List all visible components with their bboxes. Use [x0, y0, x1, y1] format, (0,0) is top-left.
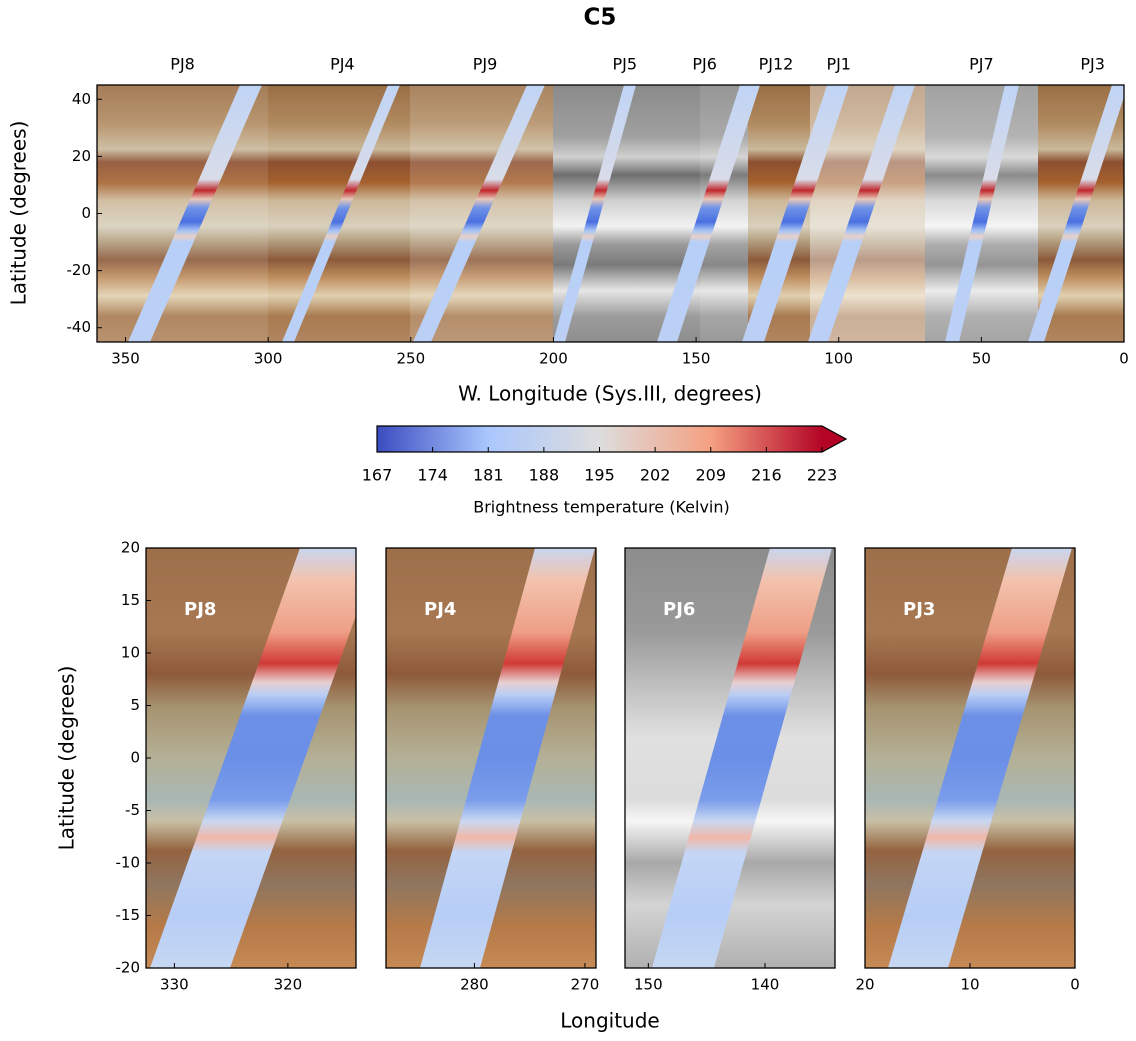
perijove-label: PJ6	[692, 55, 717, 74]
x-tick-label: 0	[1070, 976, 1080, 994]
panel-image	[146, 548, 356, 968]
frame	[385, 547, 597, 969]
x-tick-label: 270	[571, 976, 600, 994]
x-tick-label: 250	[396, 350, 425, 368]
temperature-strip	[652, 548, 832, 968]
colorbar-tick-label: 209	[695, 466, 726, 485]
y-tick-label: 15	[121, 591, 140, 609]
x-tick-label: 280	[460, 976, 489, 994]
x-tick-label: 200	[539, 350, 568, 368]
x-tick-label: 20	[855, 976, 874, 994]
temperature-strip	[888, 548, 1072, 968]
x-tick-label: 0	[1119, 350, 1129, 368]
x-tick-label: 10	[960, 976, 979, 994]
colorbar-tick-label: 167	[362, 466, 393, 485]
x-tick-label: 150	[682, 350, 711, 368]
panel-label: PJ8	[184, 599, 216, 620]
temperature-strip	[1028, 85, 1124, 342]
y-tick-label: 40	[72, 90, 91, 108]
colorbar-tick-label: 223	[807, 466, 838, 485]
colorbar-tick-label: 216	[751, 466, 782, 485]
colorbar-tick-label: 181	[473, 466, 504, 485]
x-tick-label: 140	[751, 976, 780, 994]
y-tick-label: -10	[116, 854, 141, 872]
x-tick-label: 350	[111, 350, 140, 368]
colorbar-extension	[822, 426, 846, 452]
temperature-strip	[128, 85, 262, 342]
perijove-label: PJ1	[826, 55, 851, 74]
y-axis-label: Latitude (degrees)	[7, 121, 31, 306]
y-tick-label: 0	[130, 749, 140, 767]
temperature-strip	[150, 548, 356, 968]
y-axis-label: Latitude (degrees)	[55, 666, 79, 851]
colorbar-tick-label: 195	[584, 466, 615, 485]
temperature-strip	[420, 548, 595, 968]
temperature-strip	[413, 85, 545, 342]
y-tick-label: 20	[72, 147, 91, 165]
panel-image	[97, 85, 1124, 342]
colorbar-label: Brightness temperature (Kelvin)	[473, 498, 730, 517]
temperature-strip	[808, 85, 915, 342]
temperature-strip	[282, 85, 400, 342]
y-tick-label: 0	[81, 204, 91, 222]
panel-label: PJ4	[424, 599, 456, 620]
x-tick-label: 320	[274, 976, 303, 994]
colorbar-tick-label: 188	[529, 466, 560, 485]
y-tick-label: 20	[121, 539, 140, 557]
perijove-label: PJ12	[759, 55, 794, 74]
y-tick-label: 10	[121, 644, 140, 662]
x-tick-label: 330	[160, 976, 189, 994]
temperature-strip	[553, 85, 636, 342]
colorbar-tick-label: 202	[640, 466, 671, 485]
colorbar-tick-label: 174	[417, 466, 448, 485]
perijove-label: PJ9	[473, 55, 498, 74]
x-tick-label: 300	[254, 350, 283, 368]
perijove-label: PJ4	[330, 55, 355, 74]
perijove-label: PJ3	[1080, 55, 1105, 74]
y-tick-label: -40	[67, 318, 92, 336]
panel-image	[386, 548, 596, 968]
temperature-strip	[657, 85, 760, 342]
temperature-strip	[945, 85, 1019, 342]
x-tick-label: 150	[634, 976, 663, 994]
y-tick-label: -15	[116, 906, 141, 924]
panel-image	[625, 548, 835, 968]
y-tick-label: 5	[130, 696, 140, 714]
y-tick-label: -20	[116, 959, 141, 977]
temperature-strip	[742, 85, 849, 342]
frame	[624, 547, 836, 969]
y-tick-label: -5	[125, 801, 140, 819]
chart-title: C5	[584, 5, 617, 31]
perijove-label: PJ5	[612, 55, 637, 74]
perijove-label: PJ8	[170, 55, 195, 74]
y-tick-label: -20	[67, 261, 92, 279]
x-axis-label: Longitude	[560, 1009, 659, 1033]
panel-label: PJ6	[663, 599, 695, 620]
panel-image	[865, 548, 1075, 968]
x-tick-label: 50	[972, 350, 991, 368]
x-axis-label: W. Longitude (Sys.III, degrees)	[458, 382, 762, 406]
x-tick-label: 100	[824, 350, 853, 368]
panel-label: PJ3	[903, 599, 935, 620]
perijove-label: PJ7	[969, 55, 994, 74]
